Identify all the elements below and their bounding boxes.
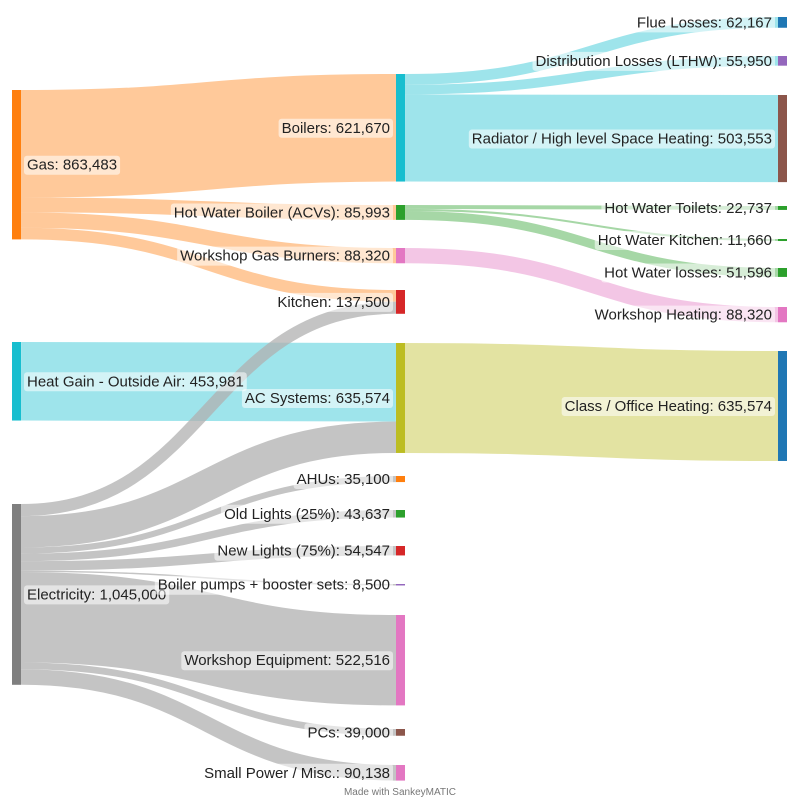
credit-text: Made with SankeyMATIC [344, 787, 456, 798]
node-label-bg-flue [633, 13, 775, 33]
node-label-bg-elec [24, 585, 170, 605]
node-label-bg-boilers [278, 118, 393, 138]
node-bar-wh [778, 307, 787, 323]
node-label-bg-pumps [154, 575, 393, 595]
node-label-bg-hwb [170, 203, 393, 223]
node-label-pcs: PCs: 39,000 [307, 724, 390, 741]
node-bar-dist [778, 56, 787, 66]
node-label-gas: Gas: 863,483 [27, 157, 117, 174]
node-label-hwt: Hot Water Toilets: 22,737 [604, 200, 772, 217]
node-label-bg-pcs [304, 723, 393, 743]
node-label-kitchen: Kitchen: 137,500 [277, 294, 390, 311]
node-bar-sp [396, 765, 405, 781]
flow-link-elec-ac [20, 421, 397, 548]
node-label-hwl: Hot Water losses: 51,596 [604, 264, 772, 281]
node-labels: Gas: 863,483 Heat Gain - Outside Air: 453… [24, 13, 775, 783]
node-label-hwb: Hot Water Boiler (ACVs): 85,993 [174, 204, 390, 221]
node-label-oldl: Old Lights (25%): 43,637 [224, 506, 390, 523]
node-label-bg-ahu [293, 470, 393, 490]
flow-link-elec-kitchen [20, 301, 397, 517]
node-bar-hwl [778, 268, 787, 277]
node-label-bg-rad [468, 129, 775, 149]
node-label-flue: Flue Losses: 62,167 [637, 14, 772, 31]
node-bar-newl [396, 546, 405, 556]
node-bar-kitchen [396, 290, 405, 314]
node-bar-oldl [396, 510, 405, 518]
node-label-bg-heat [24, 372, 247, 392]
node-label-bg-wh [591, 305, 775, 325]
node-label-heat: Heat Gain - Outside Air: 453,981 [27, 373, 244, 390]
node-label-ac: AC Systems: 635,574 [245, 390, 390, 407]
node-label-pumps: Boiler pumps + booster sets: 8,500 [158, 577, 390, 594]
node-bar-hwk [778, 239, 787, 242]
flow-nodes [12, 17, 787, 781]
node-label-weq: Workshop Equipment: 522,516 [184, 652, 390, 669]
node-bar-hwt [778, 206, 787, 210]
node-bar-ahu [396, 476, 405, 483]
node-bar-coh [778, 351, 787, 461]
node-label-coh: Class / Office Heating: 635,574 [565, 398, 772, 415]
node-label-bg-wgb [177, 246, 393, 266]
node-label-wh: Workshop Heating: 88,320 [595, 307, 772, 324]
node-label-sp: Small Power / Misc.: 90,138 [204, 765, 390, 782]
node-label-newl: New Lights (75%): 54,547 [217, 543, 390, 560]
node-label-bg-coh [561, 396, 775, 416]
node-bar-gas [12, 90, 21, 240]
node-label-rad: Radiator / High level Space Heating: 503… [472, 131, 772, 148]
node-label-dist: Distribution Losses (LTHW): 55,950 [536, 53, 772, 70]
node-label-bg-hwt [601, 198, 775, 218]
node-bar-pcs [396, 729, 405, 736]
node-bar-ac [396, 343, 405, 453]
node-label-elec: Electricity: 1,045,000 [27, 586, 166, 603]
node-label-bg-ac [241, 388, 393, 408]
node-bar-weq [396, 615, 405, 706]
node-label-bg-oldl [221, 504, 393, 524]
node-label-wgb: Workshop Gas Burners: 88,320 [180, 248, 390, 265]
node-bar-elec [12, 504, 21, 685]
node-label-bg-kitchen [274, 292, 393, 312]
node-label-bg-weq [181, 651, 393, 671]
node-label-bg-newl [214, 541, 393, 561]
node-bar-boilers [396, 74, 405, 182]
node-bar-flue [778, 17, 787, 28]
node-label-bg-sp [201, 763, 393, 783]
node-label-bg-dist [532, 51, 775, 71]
node-bar-pumps [396, 584, 405, 586]
node-label-bg-hwk [594, 231, 775, 251]
node-bar-wgb [396, 248, 405, 264]
node-label-bg-gas [24, 155, 121, 175]
node-label-bg-hwl [601, 263, 775, 283]
node-bar-hwb [396, 205, 405, 220]
node-label-ahu: AHUs: 35,100 [297, 471, 390, 488]
node-label-boilers: Boilers: 621,670 [282, 120, 390, 137]
node-bar-heat [12, 342, 21, 421]
node-bar-rad [778, 95, 787, 183]
node-label-hwk: Hot Water Kitchen: 11,660 [598, 232, 772, 249]
